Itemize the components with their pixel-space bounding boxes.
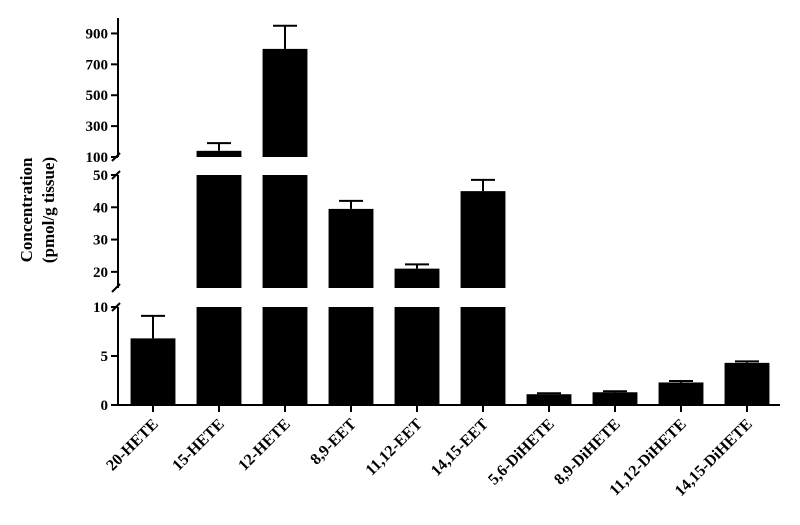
y-tick-label: 20 <box>93 265 108 281</box>
bar <box>394 307 440 405</box>
y-tick-label: 700 <box>86 57 109 73</box>
bar <box>196 175 242 288</box>
x-tick-label: 8,9-DiHETE <box>551 416 624 489</box>
y-tick-label: 40 <box>93 200 108 216</box>
bar <box>262 307 308 405</box>
x-tick-labels: 20-HETE 15-HETE 12-HETE 8,9-EET 11,12-EET 14,… <box>103 416 756 500</box>
y-axis-label: Concentration (pmol/g tissue) <box>17 157 58 263</box>
bar <box>130 338 176 405</box>
bar <box>196 150 242 157</box>
y-tick-label: 100 <box>86 150 109 166</box>
bar <box>460 307 506 405</box>
bar <box>328 208 374 288</box>
bar <box>328 307 374 405</box>
bar <box>592 392 638 405</box>
bar <box>262 48 308 158</box>
x-tick-label: 8,9-EET <box>307 416 360 469</box>
x-tick-label: 12-HETE <box>235 416 294 475</box>
bars <box>130 48 770 405</box>
bar <box>196 307 242 405</box>
x-tick-label: 20-HETE <box>103 416 162 475</box>
x-tick-label: 15-HETE <box>169 416 228 475</box>
x-tick-label: 11,12-EET <box>363 416 426 479</box>
y-axis-label-line-2: (pmol/g tissue) <box>39 157 58 263</box>
axis-break-mark <box>111 302 121 312</box>
y-tick-label: 900 <box>86 26 109 42</box>
y-tick-label: 300 <box>86 119 109 135</box>
bar <box>526 394 572 405</box>
error-bars <box>141 24 759 395</box>
y-tick-label: 0 <box>101 398 109 414</box>
y-tick-label: 10 <box>93 300 108 316</box>
bar <box>460 191 506 288</box>
x-tick-label: 5,6-DiHETE <box>485 416 558 489</box>
y-tick-label: 50 <box>93 168 108 184</box>
bar <box>394 268 440 288</box>
bar <box>262 175 308 288</box>
y-tick-label: 30 <box>93 233 108 249</box>
y-tick-label: 5 <box>101 349 109 365</box>
y-tick-label: 500 <box>86 88 109 104</box>
x-tick-label: 14,15-EET <box>428 416 492 480</box>
bar <box>658 382 704 405</box>
bar <box>724 362 770 405</box>
y-axis-label-line-1: Concentration <box>17 157 36 262</box>
axis-break-mark <box>111 170 121 180</box>
